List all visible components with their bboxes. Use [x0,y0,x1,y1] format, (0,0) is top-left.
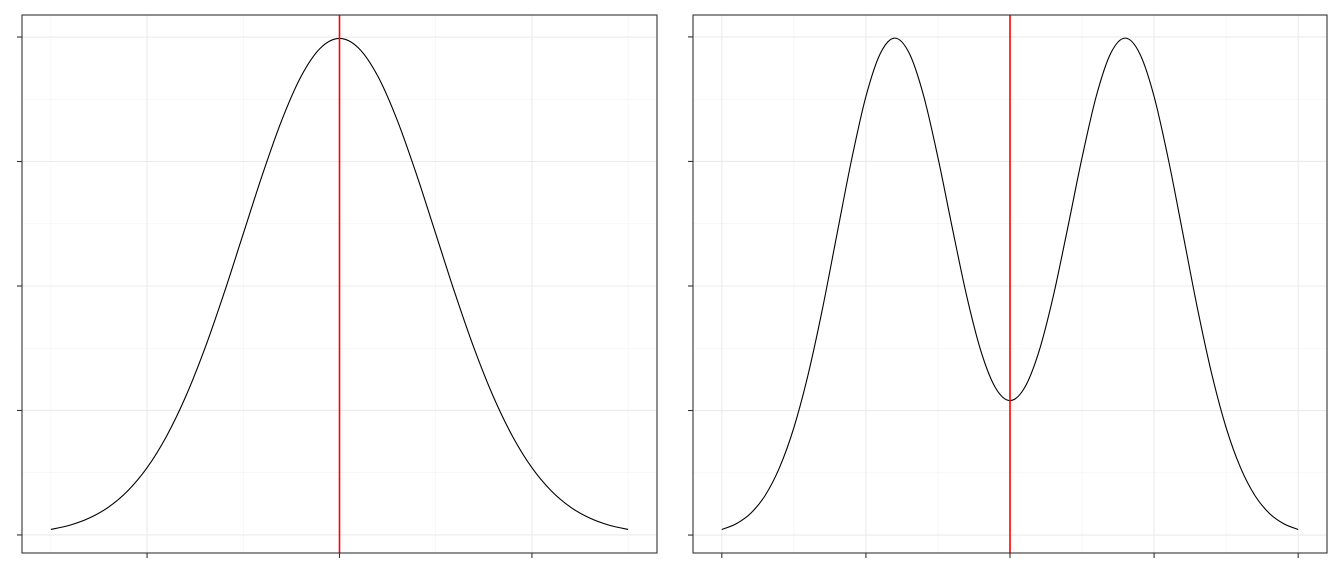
panel-left [17,14,658,558]
panel-border [21,14,658,554]
panel-right [688,14,1328,558]
panel-border [692,14,1328,554]
